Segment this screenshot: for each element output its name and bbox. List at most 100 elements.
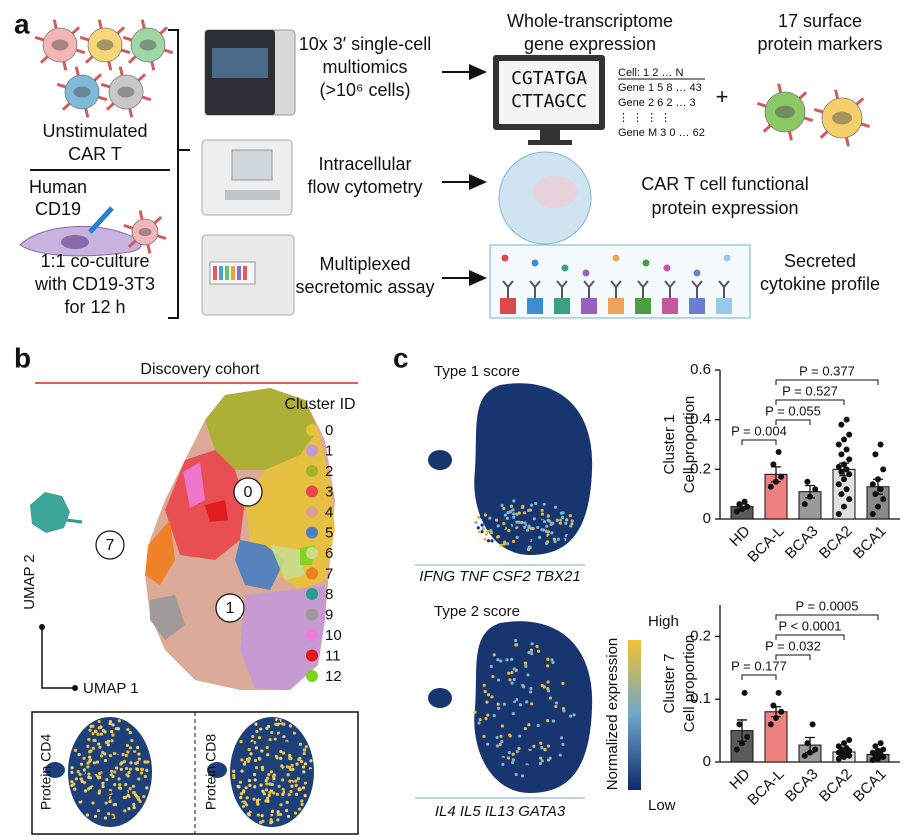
data-point xyxy=(877,740,884,747)
cell-dot xyxy=(76,770,80,774)
cell-dot xyxy=(85,813,90,817)
well xyxy=(500,298,516,314)
cell-dot xyxy=(517,693,521,697)
cell-dot xyxy=(509,504,514,508)
cell-dot xyxy=(276,759,280,764)
cell-dot xyxy=(503,513,508,517)
cell-dot xyxy=(527,525,531,529)
cluster-region xyxy=(183,462,205,508)
cell-dot xyxy=(535,720,539,724)
cell-dot xyxy=(296,804,300,809)
nucleus xyxy=(775,105,795,119)
y-tick-label: 0 xyxy=(703,510,711,527)
output-title: protein markers xyxy=(757,34,882,54)
device-10x xyxy=(204,29,296,116)
legend-label: 9 xyxy=(325,606,333,623)
cell-dot xyxy=(85,782,89,786)
cell-dot xyxy=(107,727,112,732)
cell-dot xyxy=(294,774,298,778)
receptor xyxy=(153,215,163,225)
cell-dot xyxy=(530,652,534,656)
cell-dot xyxy=(126,750,130,754)
cell-dot xyxy=(501,757,505,761)
cell-dot xyxy=(95,760,100,764)
cell-dot xyxy=(103,730,107,734)
score-title: Type 2 score xyxy=(434,603,520,620)
cell-dot xyxy=(99,754,104,758)
cell-dot xyxy=(108,790,112,795)
well xyxy=(527,298,543,314)
cell-dot xyxy=(309,768,313,773)
cell-dot xyxy=(261,789,265,793)
cell-dot xyxy=(276,731,281,735)
cell-dot xyxy=(257,742,262,747)
cell-dot xyxy=(282,735,286,739)
cell-dot xyxy=(117,719,121,723)
cell-dot xyxy=(265,745,269,750)
cell-dot xyxy=(477,515,481,520)
cell-dot xyxy=(546,514,550,518)
cell-dot xyxy=(490,695,494,699)
cell-dot xyxy=(502,526,506,530)
cell-dot xyxy=(240,769,244,773)
cell-dot xyxy=(516,528,520,532)
cell-dot xyxy=(517,543,521,547)
cell-dot xyxy=(499,734,503,738)
cell-dot xyxy=(533,693,537,698)
well xyxy=(689,298,705,314)
cell-dot xyxy=(473,710,477,714)
colorbar-label: Low xyxy=(648,797,676,814)
matrix-row: ⋮ ⋮ ⋮ ⋮ xyxy=(618,112,671,124)
cell-dot xyxy=(512,667,516,671)
cell-dot xyxy=(286,814,291,818)
significance-bracket xyxy=(775,399,845,405)
cell-dot xyxy=(232,775,236,780)
cell-dot xyxy=(508,525,512,529)
cell-dot xyxy=(259,730,264,734)
data-point xyxy=(843,446,850,453)
cell-dot xyxy=(527,723,531,727)
cell-dot xyxy=(544,696,548,700)
data-point xyxy=(778,473,785,480)
cell-dot xyxy=(117,786,122,790)
legend-label: 4 xyxy=(325,504,333,521)
data-point xyxy=(869,481,876,488)
receptor xyxy=(34,35,45,42)
capture-antibody xyxy=(664,280,676,298)
cell-dot xyxy=(489,740,493,744)
cell-dot xyxy=(266,799,270,803)
cell-dot xyxy=(295,762,299,766)
cell-dot xyxy=(105,778,109,782)
cell-dot xyxy=(87,737,91,742)
cell-dot xyxy=(270,809,275,813)
data-point xyxy=(846,431,853,438)
colorbar-label: High xyxy=(648,613,679,630)
cell-dot xyxy=(249,752,253,756)
cell-dot xyxy=(291,795,295,800)
y-axis-label: Cell proportion xyxy=(681,635,698,733)
cell-dot xyxy=(296,777,300,781)
receptor xyxy=(79,35,90,42)
cell-dot xyxy=(251,734,255,739)
cell-dot xyxy=(254,722,258,726)
cell-dot xyxy=(542,502,546,506)
cell-dot xyxy=(506,756,511,760)
cell-dot xyxy=(125,811,129,816)
cell-dot xyxy=(512,499,516,503)
cell-dot xyxy=(524,536,528,540)
x-tick-label: BCA1 xyxy=(850,766,890,806)
p-value: P = 0.0005 xyxy=(795,598,858,613)
receptor xyxy=(798,91,808,100)
cell-dot xyxy=(527,538,531,542)
cell-dot xyxy=(116,726,120,731)
cell-dot xyxy=(272,777,276,781)
data-point xyxy=(804,740,811,747)
cell-dot xyxy=(532,647,536,652)
cell-dot xyxy=(546,657,550,661)
cell-dot xyxy=(540,528,544,532)
cell-dot xyxy=(569,726,574,731)
cell-dot xyxy=(257,736,262,740)
cell-dot xyxy=(73,787,77,791)
cell-dot xyxy=(125,766,129,771)
cell-dot xyxy=(103,752,107,756)
